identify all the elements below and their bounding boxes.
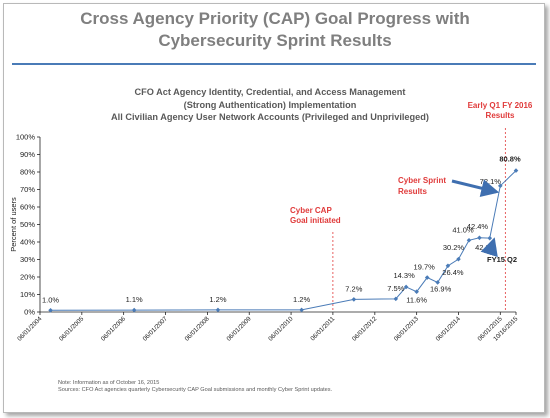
data-label: 30.2% (443, 243, 465, 252)
data-point (393, 296, 399, 302)
x-tick-label: 06/01/2014 (435, 315, 463, 343)
data-label: 1.0% (42, 295, 59, 304)
y-tick-label: 100% (16, 133, 36, 142)
y-tick-label: 0% (24, 308, 35, 317)
data-point (403, 284, 409, 290)
x-tick-label: 06/01/2010 (267, 315, 295, 343)
data-point (445, 263, 451, 269)
cap-goal-annotation-line-2: Goal initiated (290, 216, 341, 225)
title-divider (12, 63, 536, 65)
footnote-line-2: Sources: CFO Act agencies quarterly Cybe… (58, 387, 333, 393)
data-point (456, 256, 461, 262)
data-point (435, 280, 440, 285)
y-tick-label: 70% (20, 185, 35, 194)
data-point (466, 237, 472, 243)
data-point (487, 235, 493, 241)
data-label: 26.4% (442, 268, 464, 277)
x-tick-label: 06/01/2004 (16, 315, 44, 343)
data-label: 1.2% (293, 295, 310, 304)
data-point (498, 183, 503, 189)
y-tick-label: 20% (20, 273, 35, 282)
cyber-sprint-arrow (451, 179, 500, 198)
data-label: 80.8% (499, 155, 521, 164)
chart-title-line-2: (Strong Authentication) Implementation (183, 99, 357, 110)
q1-fy2016-annotation-line-1: Early Q1 FY 2016 (468, 101, 533, 110)
y-tick-label: 80% (20, 168, 35, 177)
data-point (477, 235, 482, 241)
y-tick-label: 30% (20, 255, 35, 264)
data-label: 42.4% (467, 222, 489, 231)
footnote: Note: Information as of October 16, 2015… (58, 380, 332, 394)
y-tick-label: 60% (20, 203, 35, 212)
y-tick-label: 50% (20, 220, 35, 229)
data-label: 1.2% (209, 295, 226, 304)
fy15-q2-annotation: FY15 Q2 (487, 255, 517, 264)
data-label: 19.7% (414, 263, 436, 272)
chart-title: CFO Act Agency Identity, Credential, and… (60, 86, 480, 124)
data-point (351, 297, 357, 302)
cyber-sprint-annotation-line-1: Cyber Sprint (398, 176, 446, 185)
y-tick-label: 10% (20, 290, 35, 299)
data-point (513, 168, 519, 173)
slide-title-line-2: Cybersecurity Sprint Results (158, 31, 392, 50)
data-point (414, 289, 419, 294)
slide-title: Cross Agency Priority (CAP) Goal Progres… (10, 8, 540, 52)
q1-fy2016-annotation-line-2: Results (486, 111, 515, 120)
cap-goal-annotation-line-1: Cyber CAP (290, 206, 332, 215)
x-tick-label: 06/01/2011 (309, 315, 336, 342)
cyber-sprint-annotation-line-2: Results (398, 187, 427, 196)
x-tick-label: 06/01/2009 (225, 315, 253, 343)
x-tick-label: 06/01/2005 (58, 315, 86, 343)
y-tick-label: 90% (20, 150, 35, 159)
chart-title-line-3: All Civilian Agency User Network Account… (111, 112, 429, 122)
data-point (131, 307, 137, 313)
x-tick-label: 06/01/2013 (393, 315, 421, 343)
data-label: 14.3% (393, 271, 415, 280)
y-axis-label: Percent of users (9, 197, 18, 252)
data-label: 16.9% (430, 284, 452, 293)
data-point (424, 275, 430, 280)
y-tick-label: 40% (20, 238, 35, 247)
x-tick-label: 06/01/2007 (142, 315, 170, 343)
data-label: 7.5% (387, 284, 404, 293)
data-point (299, 307, 304, 313)
x-tick-label: 06/01/2006 (100, 315, 128, 343)
x-tick-label: 06/01/2008 (184, 315, 212, 343)
data-label: 7.2% (345, 284, 362, 293)
chart-title-line-1: CFO Act Agency Identity, Credential, and… (134, 87, 406, 97)
data-label: 11.6% (406, 296, 427, 305)
data-label: 41.0% (452, 225, 474, 234)
data-label: 1.1% (126, 295, 143, 304)
slide-frame (3, 3, 545, 413)
slide-title-line-1: Cross Agency Priority (CAP) Goal Progres… (80, 9, 470, 28)
data-point (215, 307, 221, 313)
fy15-q2-arrow (480, 237, 498, 258)
x-tick-label: 06/01/2012 (351, 315, 379, 343)
footnote-line-1: Note: Information as of October 16, 2015 (58, 380, 160, 386)
data-point (48, 307, 53, 313)
data-label: 72.1% (480, 177, 502, 186)
